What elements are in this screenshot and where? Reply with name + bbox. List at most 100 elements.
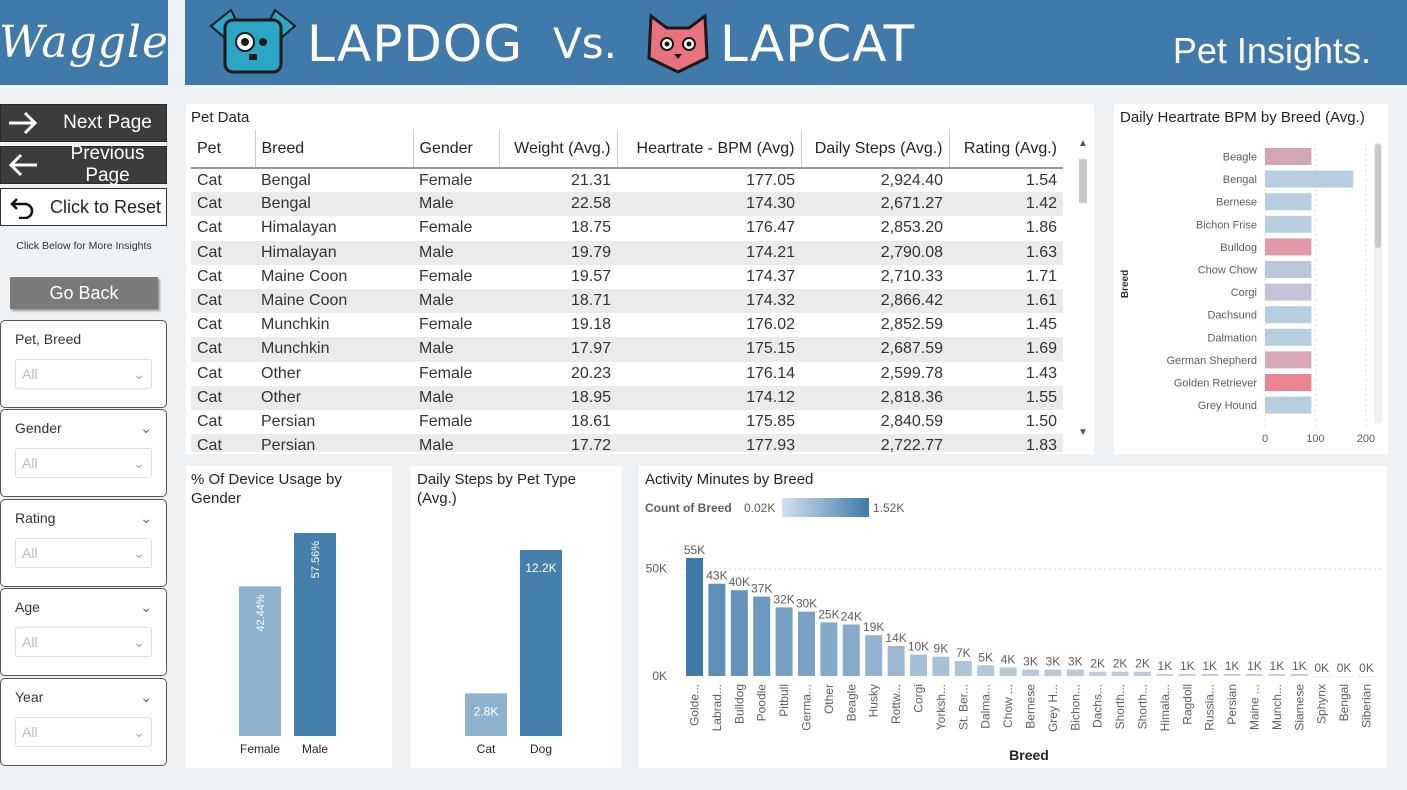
- bar[interactable]: [1265, 351, 1312, 369]
- slicer-dropdown[interactable]: All ⌄: [15, 538, 152, 568]
- bar[interactable]: [1265, 306, 1312, 324]
- bar[interactable]: [239, 586, 281, 736]
- table-row[interactable]: Cat Maine Coon Female 19.57 174.37 2,710.33 1.…: [191, 265, 1063, 289]
- table-row[interactable]: Cat Bengal Female 21.31 177.05 2,924.40 1.54: [191, 168, 1063, 192]
- bar[interactable]: [865, 635, 883, 676]
- column-header[interactable]: Rating (Avg.): [963, 139, 1057, 157]
- bar[interactable]: [753, 596, 771, 676]
- bar[interactable]: [954, 660, 972, 676]
- bar[interactable]: [1265, 261, 1312, 278]
- bar[interactable]: [1156, 673, 1174, 676]
- table-row[interactable]: Cat Other Female 20.23 176.14 2,599.78 1.43: [191, 362, 1063, 386]
- bar[interactable]: [1290, 673, 1308, 676]
- bar[interactable]: [1268, 673, 1286, 676]
- bar[interactable]: [1246, 673, 1263, 676]
- table-row[interactable]: Cat Munchkin Female 19.18 176.02 2,852.59 1.45: [191, 313, 1063, 337]
- bar[interactable]: [842, 624, 860, 676]
- column-header[interactable]: Heartrate - BPM (Avg): [617, 130, 802, 168]
- bar[interactable]: [730, 590, 748, 676]
- table-row[interactable]: Cat Maine Coon Male 18.71 174.32 2,866.42 1.61: [191, 288, 1063, 314]
- chevron-down-icon[interactable]: ⌄: [140, 419, 152, 436]
- table-row[interactable]: Cat Munchkin Male 17.97 175.15 2,687.59 1.69: [191, 337, 1063, 362]
- go-back-button[interactable]: Go Back: [10, 277, 158, 309]
- next-page-button[interactable]: Next Page: [0, 104, 167, 142]
- slicer-age[interactable]: Age ⌄ All ⌄: [0, 588, 167, 676]
- table-cell: 19.57: [570, 267, 611, 285]
- bar[interactable]: [798, 611, 815, 676]
- slicer-dropdown[interactable]: All ⌄: [15, 359, 152, 389]
- data-label: 1K: [1292, 659, 1307, 673]
- slicer-gender[interactable]: Gender ⌄ All ⌄: [0, 409, 167, 497]
- bar[interactable]: [1265, 374, 1312, 391]
- slicer-pet-breed[interactable]: Pet, Breed All ⌄: [0, 320, 167, 408]
- data-label: 2K: [1135, 657, 1150, 671]
- bar[interactable]: [1178, 673, 1196, 676]
- x-tick-label: Persian: [1225, 684, 1239, 725]
- data-label: 32K: [773, 592, 794, 606]
- bar[interactable]: [1066, 669, 1084, 676]
- table-scrollbar[interactable]: ▲ ▼: [1076, 138, 1090, 438]
- chevron-down-icon[interactable]: ⌄: [140, 598, 152, 615]
- bar[interactable]: [1265, 193, 1312, 211]
- reset-button[interactable]: Click to Reset: [0, 188, 167, 226]
- bar[interactable]: [708, 583, 726, 676]
- bar[interactable]: [932, 656, 950, 676]
- bar[interactable]: [465, 693, 507, 736]
- slicer-dropdown[interactable]: All ⌄: [15, 627, 152, 657]
- column-header[interactable]: Breed: [255, 130, 414, 168]
- bar[interactable]: [1265, 396, 1312, 414]
- bar[interactable]: [1022, 669, 1039, 676]
- bar[interactable]: [999, 667, 1017, 676]
- slicer-dropdown[interactable]: All ⌄: [15, 717, 152, 747]
- bar[interactable]: [887, 645, 905, 676]
- table-row[interactable]: Cat Himalayan Female 18.75 176.47 2,853.20 1.8…: [191, 216, 1063, 240]
- bar[interactable]: [686, 558, 703, 676]
- bar[interactable]: [1265, 238, 1312, 256]
- bar[interactable]: [1201, 673, 1219, 676]
- bar[interactable]: [1265, 148, 1312, 165]
- bar[interactable]: [1335, 676, 1353, 677]
- scroll-down-icon[interactable]: ▼: [1078, 427, 1088, 438]
- slicer-dropdown[interactable]: All ⌄: [15, 448, 152, 478]
- bar[interactable]: [910, 654, 927, 676]
- bar[interactable]: [1313, 676, 1331, 677]
- bar[interactable]: [1111, 671, 1129, 676]
- table-row[interactable]: Cat Other Male 18.95 174.12 2,818.36 1.55: [191, 385, 1063, 410]
- bar[interactable]: [294, 533, 336, 736]
- data-label: 0K: [1337, 661, 1352, 675]
- bar[interactable]: [1265, 215, 1312, 233]
- bar[interactable]: [977, 665, 995, 676]
- previous-page-button[interactable]: Previous Page: [0, 143, 167, 186]
- column-header[interactable]: Pet: [191, 130, 256, 168]
- category-label: Bernese: [1216, 197, 1257, 209]
- bar[interactable]: [1044, 669, 1062, 676]
- bar[interactable]: [1134, 671, 1151, 676]
- table-cell: Male: [413, 434, 499, 452]
- table-row[interactable]: Cat Bengal Male 22.58 174.30 2,671.27 1.42: [191, 192, 1063, 217]
- column-header[interactable]: Weight (Avg.): [499, 130, 618, 168]
- bar[interactable]: [520, 550, 562, 736]
- bar[interactable]: [1223, 673, 1241, 676]
- table-row[interactable]: Cat Persian Female 18.61 175.85 2,840.59 1.50: [191, 410, 1063, 434]
- table-cell: 1.55: [949, 385, 1063, 410]
- bar[interactable]: [1265, 283, 1312, 301]
- table-row[interactable]: Cat Persian Male 17.72 177.93 2,722.77 1.83: [191, 434, 1063, 452]
- bar[interactable]: [1265, 170, 1354, 188]
- chevron-down-icon[interactable]: ⌄: [140, 688, 152, 705]
- scroll-up-icon[interactable]: ▲: [1078, 138, 1088, 149]
- bar[interactable]: [1265, 328, 1312, 346]
- slicer-year[interactable]: Year ⌄ All ⌄: [0, 678, 167, 766]
- bar[interactable]: [1089, 671, 1107, 676]
- chevron-down-icon[interactable]: ⌄: [140, 509, 152, 526]
- table-cell: 177.05: [746, 171, 795, 189]
- bar[interactable]: [1358, 676, 1375, 677]
- table-cell: Cat: [197, 364, 222, 382]
- scrollbar-thumb[interactable]: [1375, 144, 1381, 248]
- column-header[interactable]: Daily Steps (Avg.): [801, 130, 950, 168]
- table-row[interactable]: Cat Himalayan Male 19.79 174.21 2,790.08 1.63: [191, 240, 1063, 265]
- slicer-rating[interactable]: Rating ⌄ All ⌄: [0, 499, 167, 587]
- column-header[interactable]: Gender: [413, 130, 500, 168]
- table-cell: 2,687.59: [801, 337, 949, 362]
- bar[interactable]: [775, 607, 793, 676]
- bar[interactable]: [820, 622, 838, 676]
